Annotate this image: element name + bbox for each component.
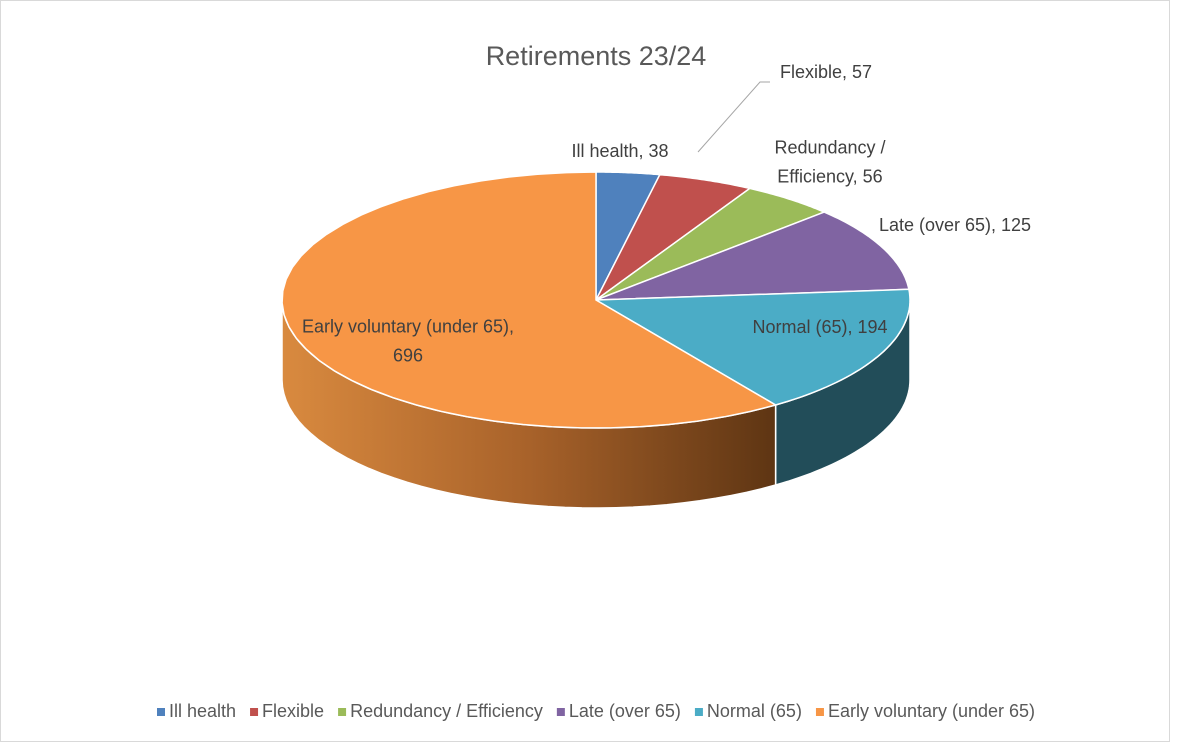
legend-label: Flexible bbox=[262, 701, 324, 721]
legend-swatch bbox=[815, 708, 824, 716]
slice bbox=[595, 211, 910, 301]
data-label: Ill health, 38 bbox=[571, 141, 668, 161]
slice bbox=[593, 288, 911, 406]
legend-swatch bbox=[694, 708, 703, 716]
legend: Ill health Flexible Redundancy / Efficienc… bbox=[157, 701, 1035, 721]
leader-line bbox=[697, 81, 770, 153]
data-label: Late (over 65), 125 bbox=[879, 215, 1031, 235]
chart-title: Retirements 23/24 bbox=[486, 41, 707, 71]
data-label-line: Redundancy / bbox=[774, 137, 885, 157]
legend-label: Early voluntary (under 65) bbox=[828, 701, 1035, 721]
legend-label: Normal (65) bbox=[707, 701, 802, 721]
data-label: Flexible, 57 bbox=[780, 62, 872, 82]
legend-swatch bbox=[556, 708, 565, 716]
legend-swatch bbox=[250, 708, 259, 716]
legend-swatch bbox=[338, 708, 347, 716]
slice bbox=[595, 187, 827, 301]
data-label-line: Efficiency, 56 bbox=[777, 166, 882, 186]
data-label: Early voluntary (under 65), 696 bbox=[302, 316, 514, 365]
data-label-line: Early voluntary (under 65), bbox=[302, 316, 514, 336]
slice bbox=[595, 173, 752, 301]
slice bbox=[281, 171, 778, 429]
legend-label: Ill health bbox=[169, 701, 236, 721]
data-label: Normal (65), 194 bbox=[752, 317, 887, 337]
legend-swatch bbox=[157, 708, 165, 716]
legend-label: Late (over 65) bbox=[569, 701, 681, 721]
data-label-line: 696 bbox=[393, 345, 423, 365]
data-label: Redundancy / Efficiency, 56 bbox=[774, 137, 885, 186]
legend-label: Redundancy / Efficiency bbox=[350, 701, 543, 721]
